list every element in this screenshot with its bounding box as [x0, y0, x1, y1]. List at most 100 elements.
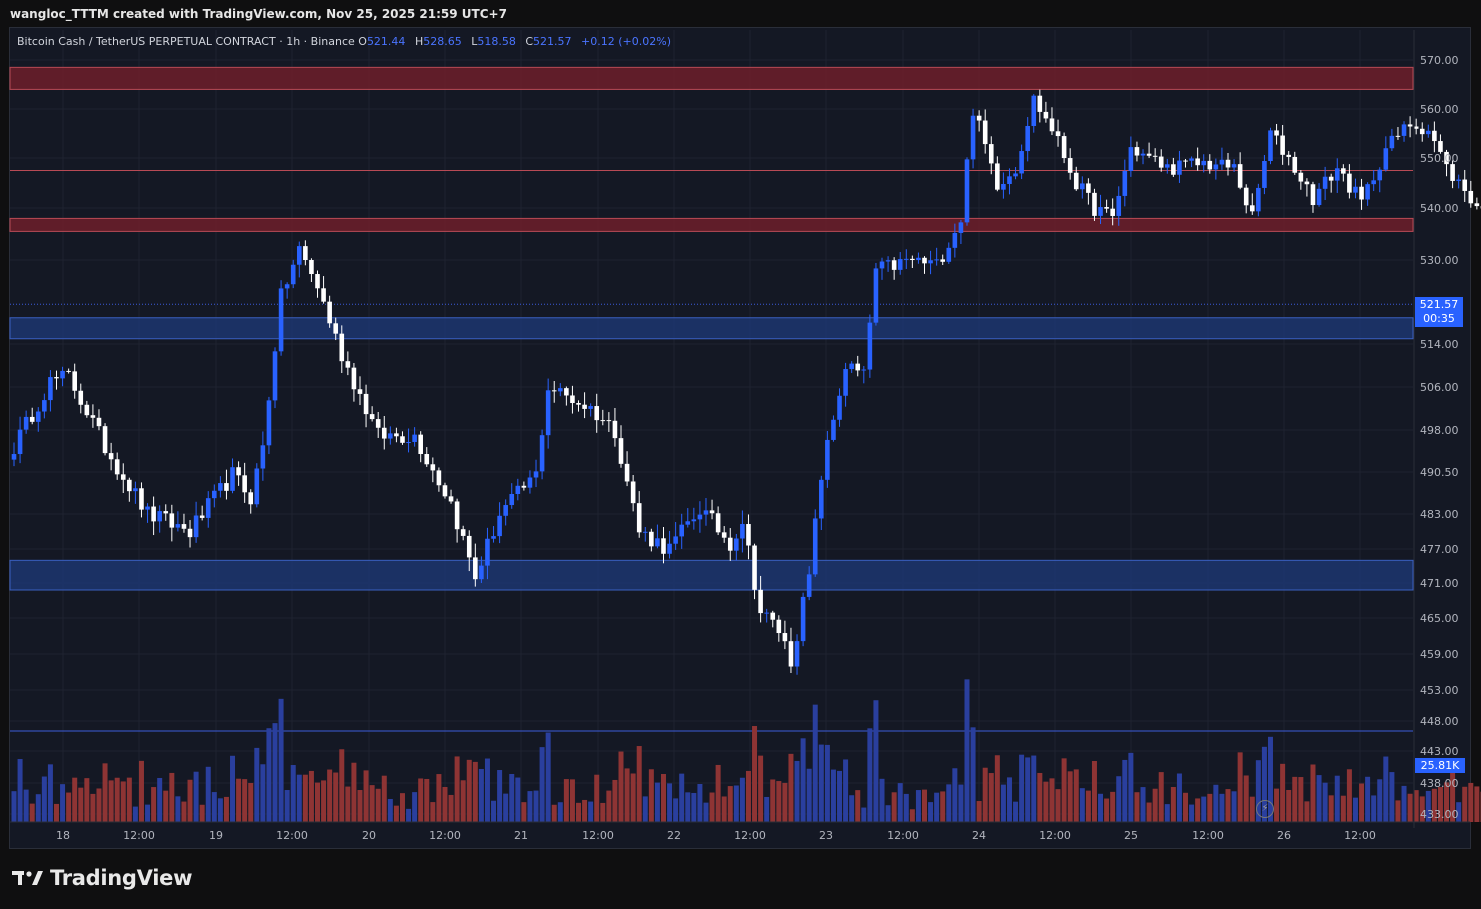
candle-down: [1073, 172, 1079, 190]
tradingview-mark-icon: [12, 871, 43, 885]
volume-bar: [1456, 802, 1462, 822]
volume-bar: [363, 770, 369, 822]
volume-bar: [157, 777, 163, 822]
volume-bar: [327, 769, 333, 822]
volume-bar: [1437, 787, 1443, 822]
volume-bar: [1146, 802, 1152, 822]
lightning-icon[interactable]: ⚡: [1256, 800, 1274, 818]
candle-up: [1177, 160, 1182, 175]
candle-up: [897, 259, 903, 270]
y-tick-label: 448.00: [1420, 715, 1459, 728]
candle-down: [72, 371, 77, 391]
volume-bar: [406, 808, 412, 822]
x-tick-label: 18: [56, 829, 70, 842]
volume-bar: [1219, 793, 1225, 822]
candle-up: [1116, 195, 1122, 216]
tradingview-logo: TradingView: [12, 866, 192, 890]
candle-down: [630, 481, 636, 504]
volume-bar: [454, 756, 460, 822]
volume-bar: [660, 774, 666, 822]
volume-bar: [1201, 796, 1207, 822]
volume-bar: [151, 787, 157, 822]
volume-bar: [1474, 786, 1480, 822]
volume-bar: [41, 776, 47, 822]
volume-bar: [126, 777, 132, 822]
volume-bar: [1116, 776, 1122, 822]
candle-down: [976, 115, 982, 121]
volume-bar: [873, 700, 879, 822]
candle-down: [442, 485, 448, 497]
candle-down: [181, 524, 187, 529]
candle-down: [351, 367, 357, 390]
candle-down: [369, 414, 375, 420]
volume-bar: [667, 783, 673, 822]
candle-up: [1389, 135, 1395, 149]
candle-up: [284, 284, 290, 289]
candle-down: [624, 463, 630, 482]
candle-up: [819, 479, 824, 519]
candle-up: [812, 518, 818, 575]
volume-bar: [230, 755, 236, 822]
volume-bar: [357, 790, 363, 822]
candle-up: [764, 612, 769, 614]
candle-down: [1450, 164, 1455, 181]
candle-down: [1043, 111, 1049, 119]
x-tick-label: 12:00: [1192, 829, 1224, 842]
volume-bar: [679, 773, 685, 822]
volume-bar: [758, 755, 764, 822]
candle-down: [363, 393, 369, 415]
candle-up: [42, 400, 47, 412]
candle-down: [1055, 131, 1061, 137]
volume-bar: [315, 782, 320, 822]
candle-down: [1049, 118, 1055, 132]
candle-down: [139, 488, 144, 510]
candle-down: [236, 467, 241, 476]
volume-bar: [1310, 764, 1316, 822]
volume-bar: [1237, 752, 1243, 822]
candle-up: [843, 369, 848, 396]
volume-bar: [1049, 778, 1055, 822]
chart-caption: wangloc_TTTM created with TradingView.co…: [10, 7, 507, 21]
candle-down: [66, 370, 71, 372]
volume-bar: [539, 747, 545, 822]
volume-bar: [1067, 771, 1073, 822]
x-tick-label: 12:00: [1039, 829, 1071, 842]
candle-up: [1025, 125, 1030, 152]
volume-bar: [1304, 801, 1310, 822]
candle-up: [497, 515, 502, 537]
volume-bar: [1249, 796, 1255, 822]
volume-bar: [418, 778, 424, 822]
volume-bar: [272, 723, 278, 822]
volume-bar: [1225, 789, 1231, 822]
volume-bar: [1274, 788, 1280, 822]
candle-up: [48, 377, 53, 401]
candle-down: [618, 438, 624, 464]
candle-down: [612, 420, 618, 439]
candle-down: [90, 415, 96, 418]
candle-down: [782, 633, 788, 642]
volume-bar: [181, 801, 187, 822]
candle-down: [746, 524, 751, 546]
volume-bar: [1419, 796, 1425, 822]
candle-down: [1474, 203, 1480, 207]
candle-down: [309, 259, 314, 275]
candle-up: [1213, 164, 1219, 170]
open-value: 521.44: [366, 35, 406, 48]
volume-bar: [903, 793, 909, 822]
volume-bar: [1395, 800, 1401, 822]
candle-down: [400, 436, 405, 443]
candle-up: [1401, 124, 1407, 136]
volume-bar: [1298, 777, 1304, 822]
candle-up: [1031, 95, 1037, 126]
candle-up: [952, 232, 958, 248]
volume-bar: [1104, 798, 1110, 822]
volume-bar: [794, 760, 800, 822]
volume-bar: [1334, 775, 1340, 822]
x-tick-label: 19: [209, 829, 223, 842]
candle-up: [272, 351, 278, 401]
y-tick-label: 514.00: [1420, 338, 1459, 351]
candle-up: [879, 261, 885, 269]
volume-bar: [35, 794, 41, 822]
candle-up: [740, 524, 745, 539]
